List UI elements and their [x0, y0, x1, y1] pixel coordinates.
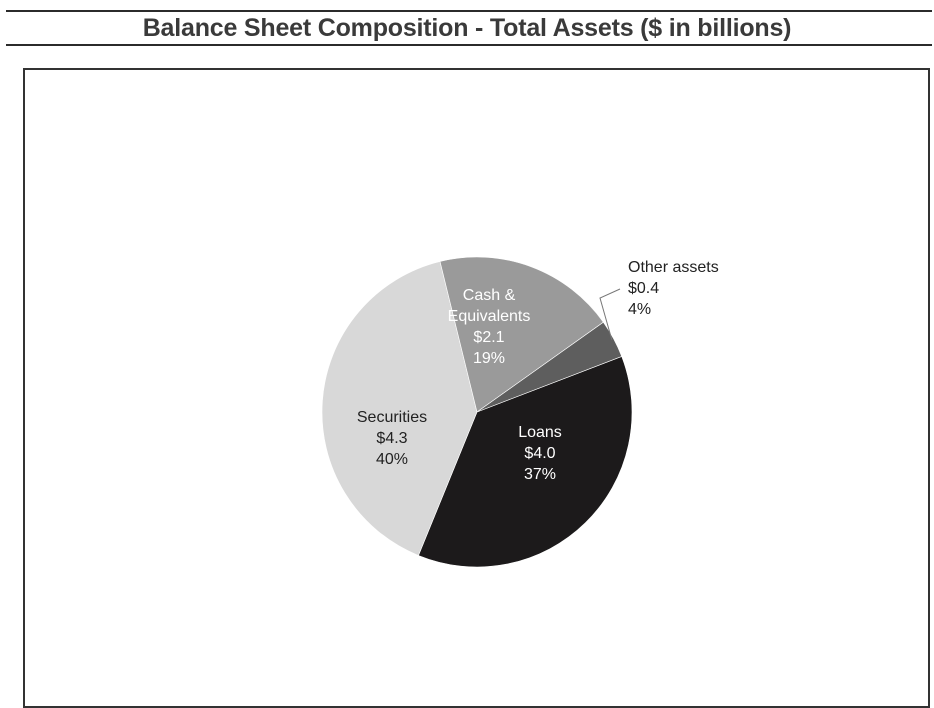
slice-percent: 19% [473, 350, 505, 367]
slice-label: Loans [518, 424, 562, 441]
slice-value: $4.3 [376, 430, 407, 447]
slice-percent: 40% [376, 451, 408, 468]
chart-title: Balance Sheet Composition - Total Assets… [142, 14, 792, 42]
pie-slice-cash [439, 256, 604, 413]
leader-line-other-assets [599, 288, 621, 340]
slice-percent: 4% [628, 301, 651, 318]
slice-percent: 37% [524, 466, 556, 483]
pie-slice-securities [321, 261, 478, 556]
slice-label-line2: Equivalents [448, 308, 531, 325]
title-underline [6, 44, 932, 46]
slice-value: $4.0 [524, 445, 555, 462]
slice-label: Other assets [628, 259, 719, 276]
pie-slice-loans [418, 356, 633, 568]
top-rule [6, 10, 932, 12]
pie-slice-other-assets [476, 321, 623, 413]
slice-label: Cash & [463, 287, 516, 304]
slice-value: $0.4 [628, 280, 659, 297]
slice-label: Securities [357, 409, 427, 426]
slice-value: $2.1 [473, 329, 504, 346]
